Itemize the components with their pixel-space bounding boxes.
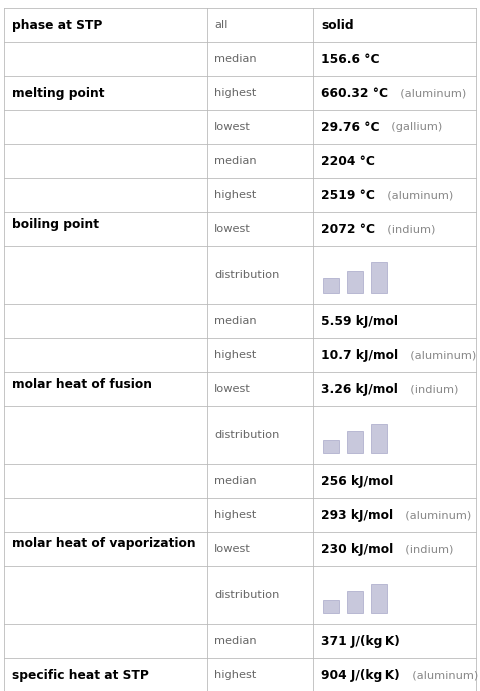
Bar <box>347 591 363 613</box>
Text: 10.7 kJ/mol: 10.7 kJ/mol <box>321 348 398 361</box>
Text: highest: highest <box>214 190 256 200</box>
Text: all: all <box>214 20 228 30</box>
Text: specific heat at STP: specific heat at STP <box>12 668 149 681</box>
Text: 156.6 °C: 156.6 °C <box>321 53 380 66</box>
Text: (indium): (indium) <box>380 224 435 234</box>
Text: 904 J/(kg K): 904 J/(kg K) <box>321 668 400 681</box>
Bar <box>323 278 339 293</box>
Bar <box>323 440 339 453</box>
Text: melting point: melting point <box>12 86 105 100</box>
Text: 230 kJ/mol: 230 kJ/mol <box>321 542 393 556</box>
Bar <box>347 272 363 293</box>
Text: distribution: distribution <box>214 430 279 440</box>
Bar <box>371 424 387 453</box>
Text: molar heat of vaporization: molar heat of vaporization <box>12 538 196 551</box>
Bar <box>371 263 387 293</box>
Text: (aluminum): (aluminum) <box>393 88 466 98</box>
Text: (aluminum): (aluminum) <box>398 510 471 520</box>
Text: (gallium): (gallium) <box>384 122 443 132</box>
Text: median: median <box>214 316 257 326</box>
Text: highest: highest <box>214 88 256 98</box>
Text: 371 J/(kg K): 371 J/(kg K) <box>321 634 400 647</box>
Text: distribution: distribution <box>214 590 279 600</box>
Text: 660.32 °C: 660.32 °C <box>321 86 388 100</box>
Text: (aluminum): (aluminum) <box>403 350 476 360</box>
Text: (aluminum): (aluminum) <box>380 190 453 200</box>
Text: highest: highest <box>214 350 256 360</box>
Text: highest: highest <box>214 670 256 680</box>
Bar <box>347 431 363 453</box>
Text: median: median <box>214 54 257 64</box>
Bar <box>371 584 387 613</box>
Text: 29.76 °C: 29.76 °C <box>321 120 380 133</box>
Text: lowest: lowest <box>214 544 251 554</box>
Text: 2204 °C: 2204 °C <box>321 155 375 167</box>
Text: 293 kJ/mol: 293 kJ/mol <box>321 509 393 522</box>
Text: lowest: lowest <box>214 122 251 132</box>
Text: median: median <box>214 476 257 486</box>
Text: solid: solid <box>321 19 354 32</box>
Text: median: median <box>214 156 257 166</box>
Text: molar heat of fusion: molar heat of fusion <box>12 377 152 390</box>
Text: lowest: lowest <box>214 224 251 234</box>
Text: phase at STP: phase at STP <box>12 19 102 32</box>
Text: 3.26 kJ/mol: 3.26 kJ/mol <box>321 383 398 395</box>
Text: boiling point: boiling point <box>12 218 99 231</box>
Text: (aluminum): (aluminum) <box>405 670 478 680</box>
Text: lowest: lowest <box>214 384 251 394</box>
Text: highest: highest <box>214 510 256 520</box>
Text: 2072 °C: 2072 °C <box>321 223 375 236</box>
Text: distribution: distribution <box>214 270 279 280</box>
Text: (indium): (indium) <box>403 384 458 394</box>
Bar <box>323 600 339 613</box>
Text: 5.59 kJ/mol: 5.59 kJ/mol <box>321 314 398 328</box>
Text: median: median <box>214 636 257 646</box>
Text: 2519 °C: 2519 °C <box>321 189 375 202</box>
Text: (indium): (indium) <box>398 544 454 554</box>
Text: 256 kJ/mol: 256 kJ/mol <box>321 475 393 487</box>
